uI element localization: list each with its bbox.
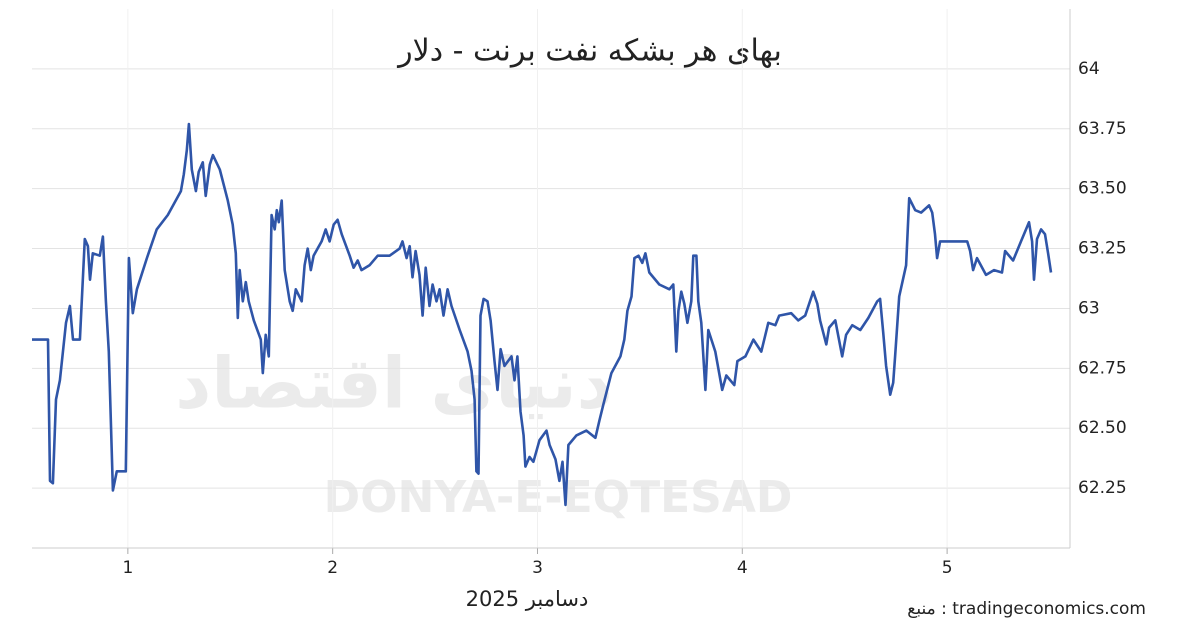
y-tick-label: 63.75 bbox=[1078, 119, 1127, 139]
y-tick-label: 62.75 bbox=[1078, 358, 1127, 378]
y-tick-label: 63.25 bbox=[1078, 239, 1127, 259]
x-tick-label: 5 bbox=[942, 558, 953, 578]
chart-title: بهای هر بشکه نفت برنت - دلار bbox=[396, 34, 782, 69]
x-tick-label: 1 bbox=[122, 558, 133, 578]
x-axis-label: دسامبر 2025 bbox=[466, 587, 589, 611]
source: منبع : tradingeconomics.com bbox=[907, 599, 1146, 619]
watermark: DONYA-E-EQTESAD bbox=[324, 472, 793, 523]
y-tick-label: 62.50 bbox=[1078, 418, 1127, 438]
x-tick-label: 3 bbox=[532, 558, 543, 578]
y-tick-label: 62.25 bbox=[1078, 478, 1127, 498]
price-line bbox=[32, 122, 1053, 507]
y-tick-label: 64 bbox=[1078, 59, 1100, 79]
x-tick-label: 2 bbox=[327, 558, 338, 578]
watermark-logo: دنیای اقتصاد bbox=[175, 343, 613, 425]
y-tick-label: 63.50 bbox=[1078, 179, 1127, 199]
x-tick-label: 4 bbox=[737, 558, 748, 578]
y-tick-label: 63 bbox=[1078, 298, 1100, 318]
